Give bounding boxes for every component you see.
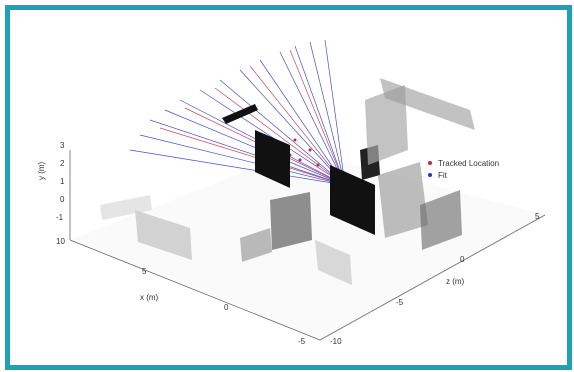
z-tick: -5 [396, 298, 404, 307]
legend: Tracked Location Fit [428, 159, 499, 180]
tracked-point [316, 163, 320, 167]
z-axis-line [319, 214, 546, 341]
legend-label-fit: Fit [438, 171, 448, 180]
ray-line [149, 119, 346, 186]
wall-panel-center [330, 165, 375, 235]
wall-panel-left [255, 130, 290, 188]
legend-marker-tracked [428, 161, 432, 165]
structure-low [240, 228, 272, 262]
ray-line [139, 134, 346, 186]
x-tick: 0 [224, 303, 229, 312]
tracked-point [298, 158, 302, 162]
x-tick: 10 [56, 237, 65, 246]
x-axis-label: x (m) [140, 293, 159, 302]
y-tick: 1 [60, 177, 65, 186]
ray-line [289, 49, 346, 186]
ray-fan [129, 39, 346, 186]
ray-line [279, 51, 346, 186]
ray-line [219, 79, 346, 186]
wall-fragment-top [222, 104, 258, 124]
ray-line [309, 41, 346, 186]
ray-line [324, 39, 346, 186]
ground-plane [70, 150, 545, 340]
y-tick: 0 [60, 195, 65, 204]
z-tick: -10 [330, 337, 342, 346]
legend-marker-fit [428, 173, 432, 177]
structure-box [270, 192, 312, 250]
ray-line [214, 87, 346, 186]
tracked-point [308, 148, 312, 152]
x-tick: -5 [298, 337, 306, 346]
wall-panel-far-left [135, 210, 192, 260]
ray-line [249, 65, 346, 186]
ray-line [294, 45, 346, 186]
tracked-point [293, 138, 297, 142]
y-tick: -1 [56, 213, 64, 222]
y-tick: 2 [60, 159, 65, 168]
legend-label-tracked: Tracked Location [438, 159, 499, 168]
wall-panel-back [365, 85, 408, 165]
ray-line [259, 59, 346, 186]
ray-line [159, 127, 346, 186]
x-axis-line [69, 239, 321, 341]
z-tick: 0 [460, 255, 465, 264]
x-tick: 5 [142, 267, 147, 276]
y-axis-label: y (m) [37, 161, 46, 180]
z-tick: 5 [535, 212, 540, 221]
ray-line [239, 69, 346, 186]
y-tick: 3 [60, 141, 65, 150]
wall-panel-front [315, 240, 352, 285]
floor-patch [100, 195, 152, 220]
z-axis-label: z (m) [446, 277, 465, 286]
wall-window-panel [420, 190, 462, 250]
wall-panel-right [378, 162, 428, 238]
roof-panel [380, 78, 475, 130]
ray-line [129, 149, 346, 186]
